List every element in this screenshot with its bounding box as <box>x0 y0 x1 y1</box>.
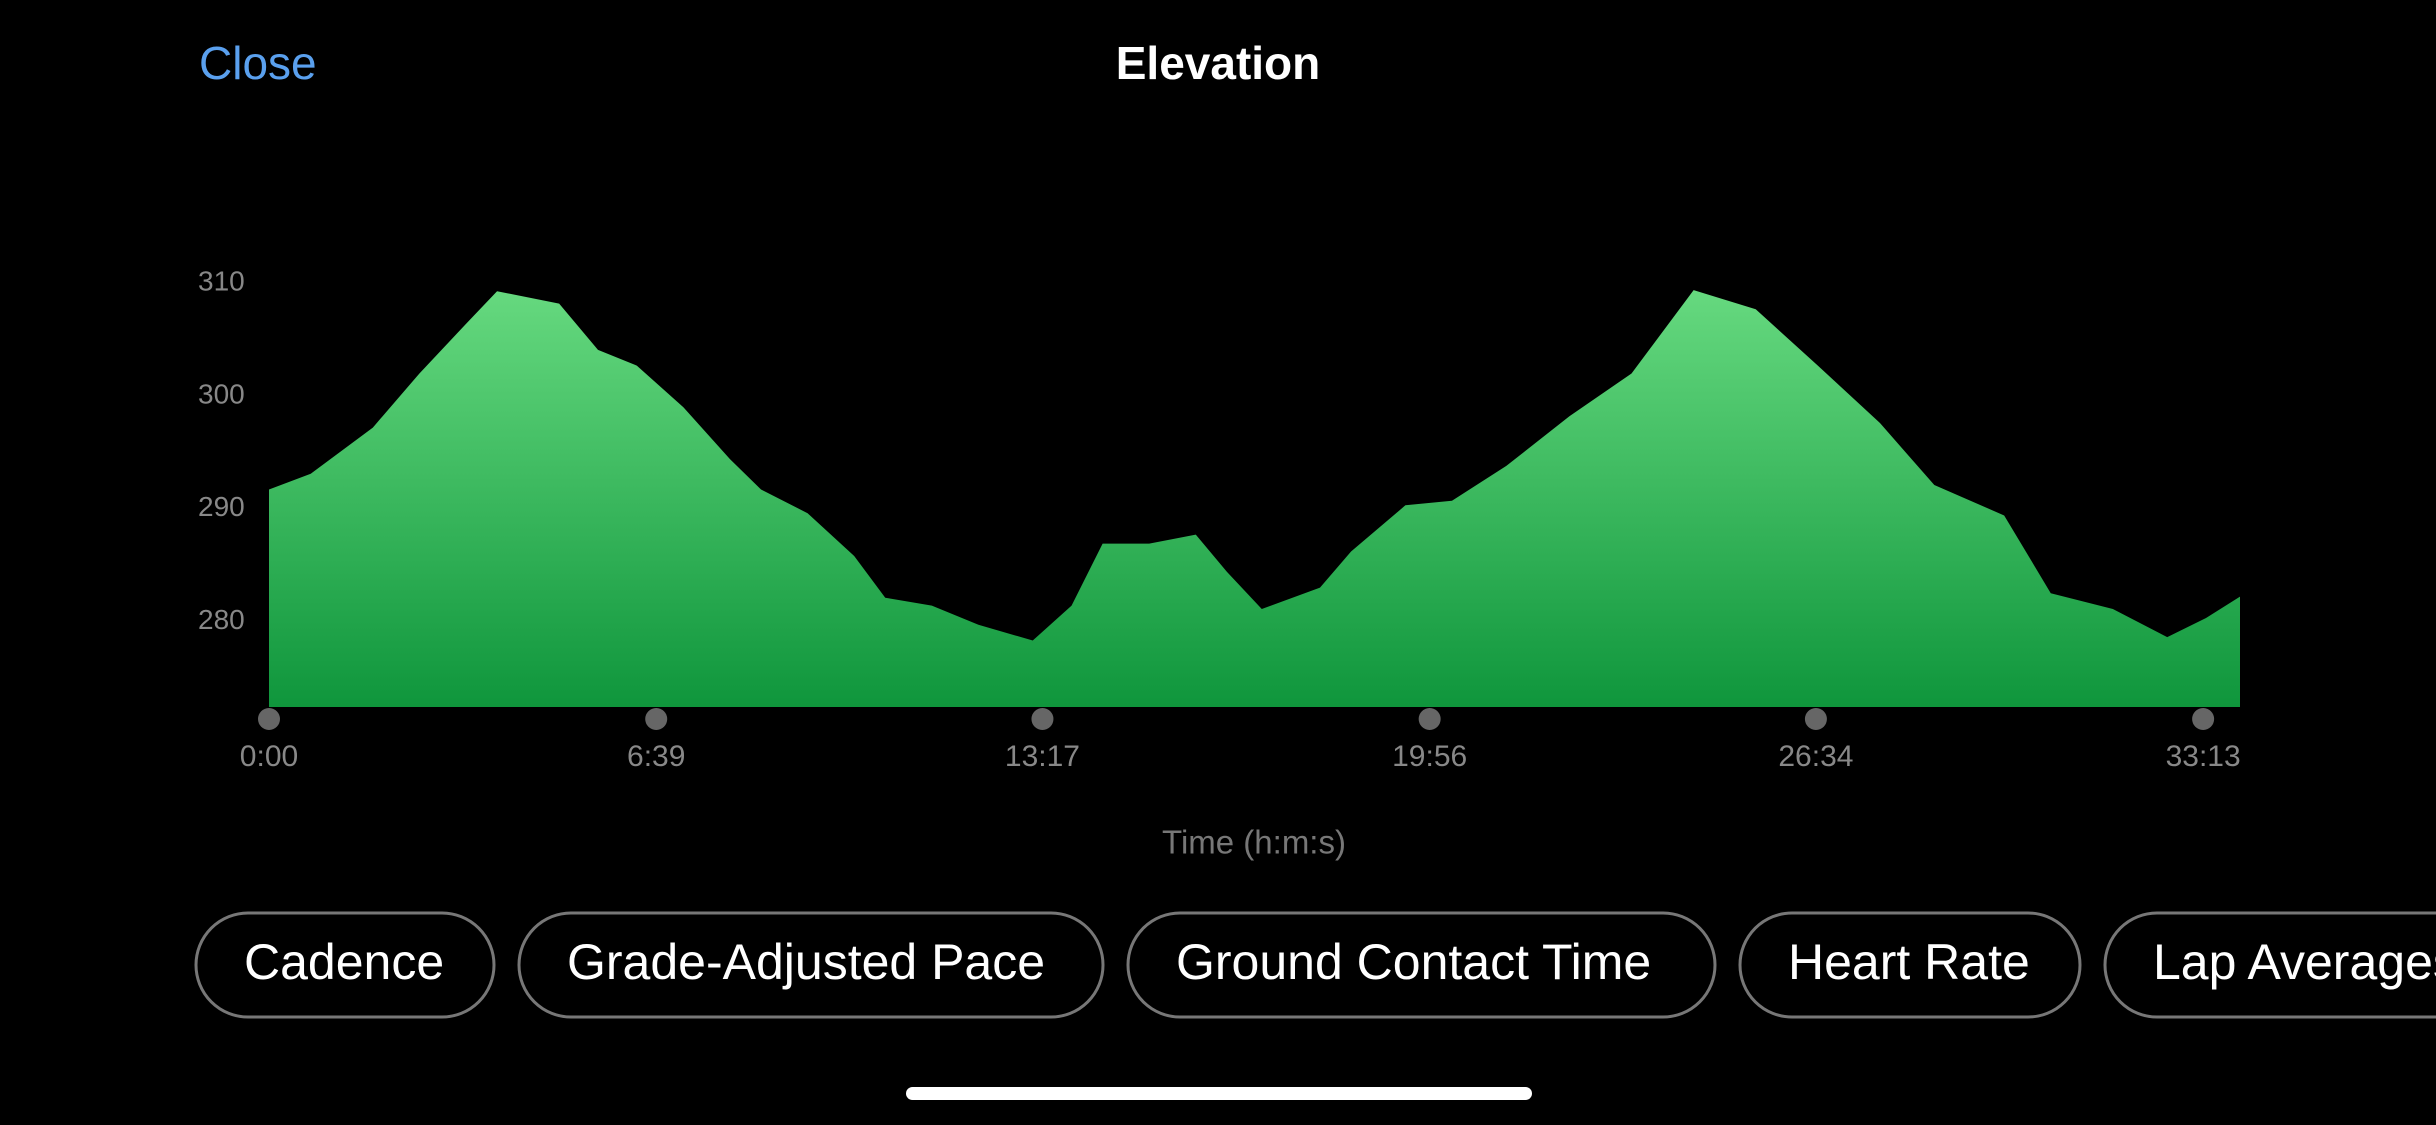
x-tick-dot <box>1804 708 1827 730</box>
y-tick-label: 290 <box>198 491 245 522</box>
chip[interactable] <box>1126 911 1717 1019</box>
chip[interactable] <box>1738 911 2082 1019</box>
chip-label: Heart Rate <box>1788 934 2030 990</box>
x-tick-label: 6:39 <box>627 740 685 773</box>
x-tick-label: 26:34 <box>1778 740 1853 773</box>
y-tick-label: 310 <box>198 266 245 297</box>
chip-label: Cadence <box>244 934 444 990</box>
chip[interactable] <box>517 911 1105 1019</box>
chip-label: Lap Averages <box>2153 934 2436 990</box>
title: Elevation <box>1116 37 1321 89</box>
home-indicator <box>906 1087 1532 1100</box>
chip[interactable] <box>194 911 496 1019</box>
y-tick-label: 300 <box>198 378 245 409</box>
x-tick-dot <box>1031 708 1054 730</box>
elevation-area <box>269 290 2240 707</box>
x-tick-dot <box>1418 708 1441 730</box>
chip-label: Grade-Adjusted Pace <box>567 934 1045 990</box>
x-tick-dot <box>2192 708 2215 730</box>
y-tick-label: 280 <box>198 604 245 635</box>
x-tick-label: 33:13 <box>2166 740 2241 773</box>
chip-label: Ground Contact Time <box>1176 934 1651 990</box>
x-tick-dot <box>645 708 668 730</box>
x-tick-dot <box>258 708 280 730</box>
close-button[interactable]: Close <box>199 37 317 89</box>
x-tick-label: 13:17 <box>1005 740 1080 773</box>
x-tick-label: 0:00 <box>240 740 298 773</box>
x-axis-label: Time (h:m:s) <box>1162 824 1346 861</box>
chip[interactable] <box>2103 911 2436 1019</box>
x-tick-label: 19:56 <box>1392 740 1467 773</box>
